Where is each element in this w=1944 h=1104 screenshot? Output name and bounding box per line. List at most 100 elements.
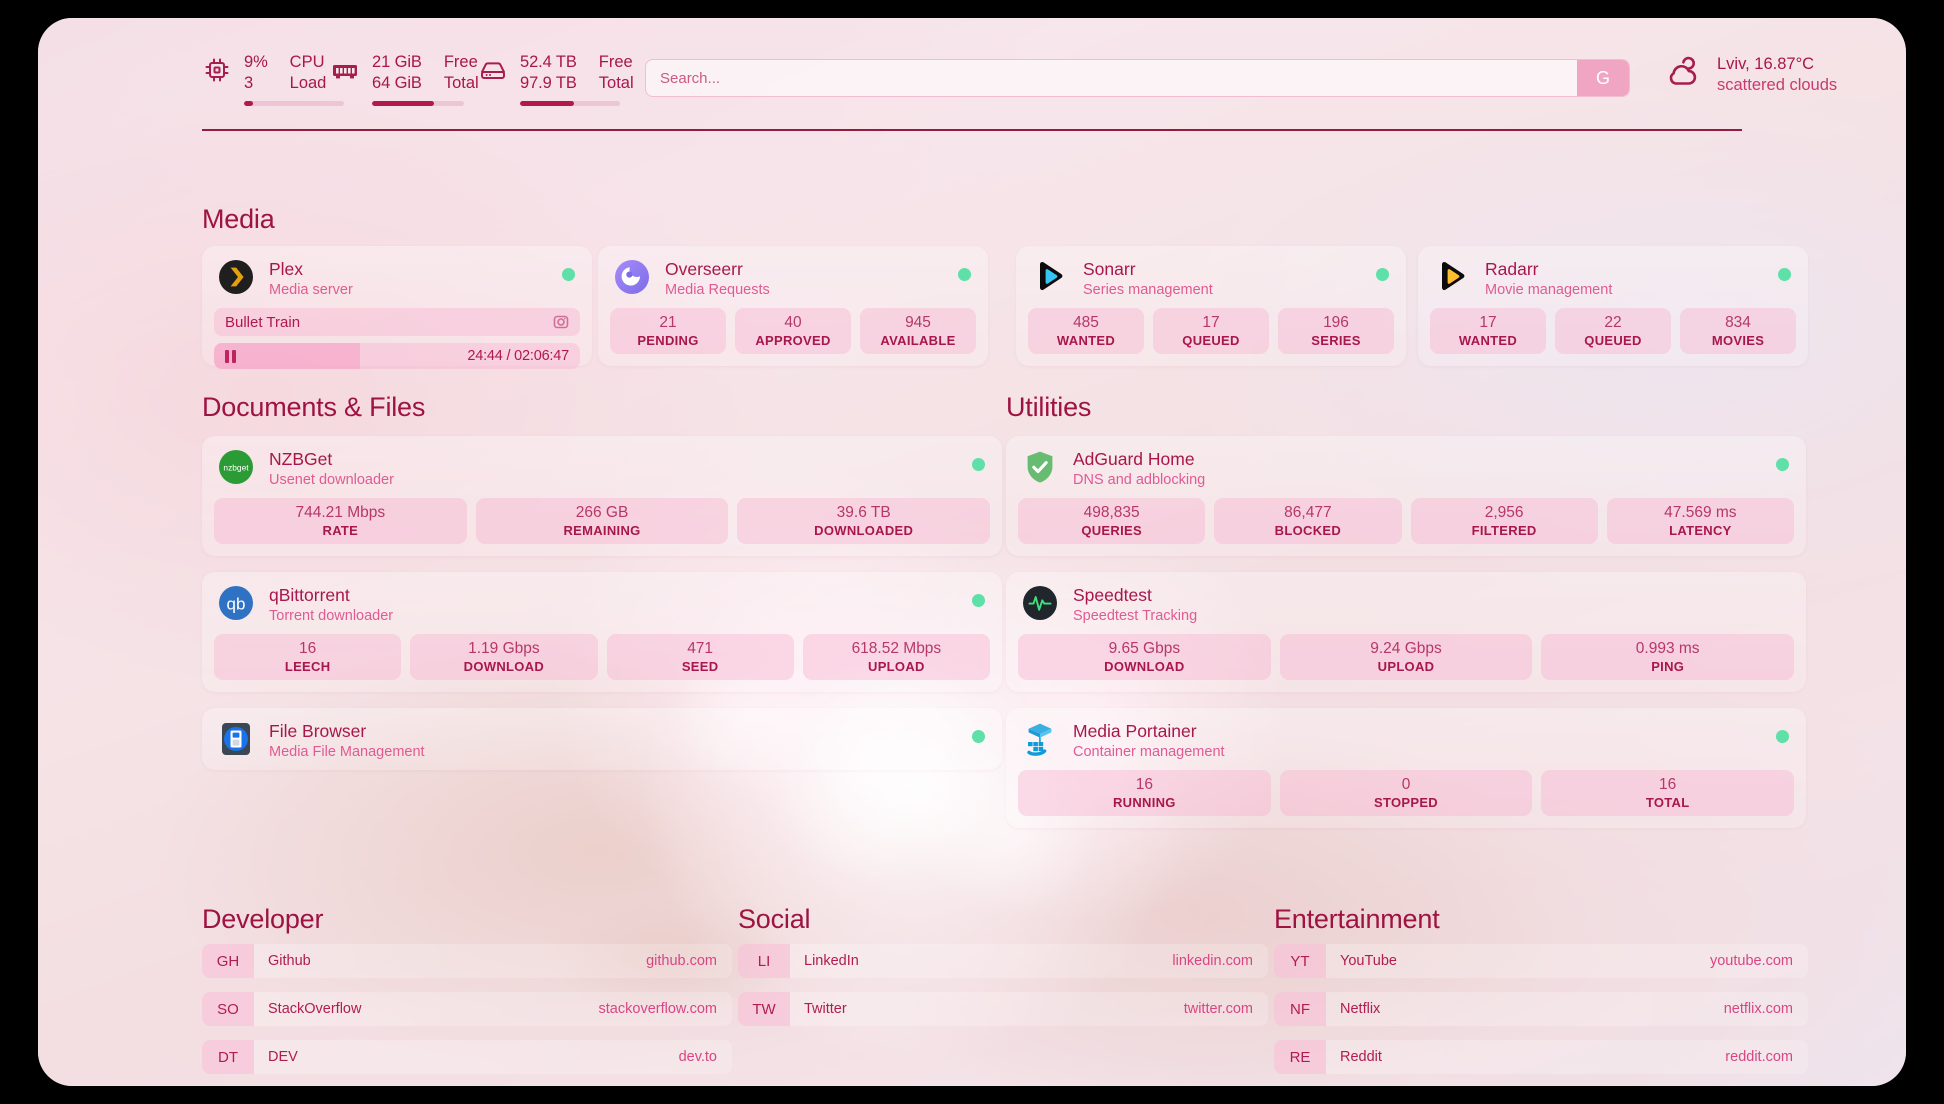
app-stat-value: 945 <box>905 314 931 331</box>
search-submit-button[interactable]: G <box>1577 60 1629 96</box>
system-stat-label-secondary: Total <box>443 74 479 92</box>
app-card-meta: Speedtest Speedtest Tracking <box>1073 584 1197 634</box>
app-stat[interactable]: 498,835 QUERIES <box>1018 498 1206 544</box>
app-stat-value: 21 <box>659 314 677 331</box>
nzbget-icon: nzbget <box>218 449 254 485</box>
app-stat[interactable]: 0.993 ms PING <box>1541 634 1795 680</box>
app-stat[interactable]: 17 WANTED <box>1430 308 1546 354</box>
app-stat[interactable]: 47.569 ms LATENCY <box>1606 498 1794 544</box>
bookmark-item[interactable]: TW Twitter twitter.com <box>738 992 1268 1026</box>
app-stat-value: 744.21 Mbps <box>295 504 386 521</box>
app-stat[interactable]: 485 WANTED <box>1028 308 1144 354</box>
bookmark-url: stackoverflow.com <box>598 1001 717 1017</box>
app-stat[interactable]: 618.52 Mbps UPLOAD <box>802 634 990 680</box>
system-stat-progress <box>244 101 344 106</box>
bookmark-abbreviation: YT <box>1290 952 1310 970</box>
app-stat-label: PENDING <box>637 333 699 348</box>
bookmark-item[interactable]: YT YouTube youtube.com <box>1274 944 1808 978</box>
status-badge <box>1778 268 1791 281</box>
app-stat-row: 21 PENDING 40 APPROVED 945 AVAILABLE <box>598 308 988 365</box>
app-card-nzbget[interactable]: nzbget NZBGet Usenet downloader 744.21 Mbps… <box>202 436 1002 556</box>
system-stat-rows: 21 GiB 64 GiB Free Total <box>372 52 479 94</box>
app-description: Speedtest Tracking <box>1073 608 1198 624</box>
disk-icon <box>478 55 508 85</box>
app-card-overseerr[interactable]: Overseerr Media Requests 21 PENDING 40 APPROV… <box>598 246 988 366</box>
app-stat[interactable]: 471 SEED <box>606 634 794 680</box>
system-stat-ram[interactable]: 21 GiB 64 GiB Free Total <box>330 52 479 106</box>
app-description: Usenet downloader <box>269 472 394 488</box>
app-stat[interactable]: 834 MOVIES <box>1680 308 1796 354</box>
app-stat[interactable]: 21 PENDING <box>610 308 726 354</box>
system-stat-labels: Free Total <box>444 52 479 94</box>
app-stat[interactable]: 1.19 Gbps DOWNLOAD <box>410 634 598 680</box>
app-stat[interactable]: 9.24 Gbps UPLOAD <box>1279 634 1533 680</box>
bookmark-url: linkedin.com <box>1172 953 1253 969</box>
bookmark-item[interactable]: RE Reddit reddit.com <box>1274 1040 1808 1074</box>
app-name: qBittorrent <box>269 585 350 605</box>
status-badge <box>1376 268 1389 281</box>
app-stat[interactable]: 2,956 FILTERED <box>1410 498 1598 544</box>
bookmark-name: StackOverflow <box>268 1001 362 1017</box>
app-stat-label: QUERIES <box>1081 523 1142 538</box>
app-stat-value: 2,956 <box>1484 504 1524 521</box>
app-card-media-portainer[interactable]: Media Portainer Container management 16 RUN… <box>1006 708 1806 828</box>
app-card-file-browser[interactable]: File Browser Media File Management <box>202 708 1002 770</box>
app-card-adguard-home[interactable]: AdGuard Home DNS and adblocking 498,835 QUE… <box>1006 436 1806 556</box>
bookmark-item[interactable]: GH Github github.com <box>202 944 732 978</box>
app-stat[interactable]: 17 QUEUED <box>1153 308 1269 354</box>
section-title-documents: Documents & Files <box>202 392 426 422</box>
app-stat-label: PING <box>1651 659 1685 674</box>
system-stat-labels: Free Total <box>599 52 634 94</box>
app-stat[interactable]: 196 SERIES <box>1278 308 1394 354</box>
app-stat[interactable]: 744.21 Mbps RATE <box>214 498 467 544</box>
weather-widget[interactable]: Lviv, 16.87°C scattered clouds <box>1663 54 1837 96</box>
overseerr-icon <box>614 259 650 295</box>
section-title-utilities: Utilities <box>1006 392 1092 422</box>
bookmark-url: youtube.com <box>1709 953 1793 969</box>
app-stat-row: 16 LEECH 1.19 Gbps DOWNLOAD 471 SEED 618.52 Mb… <box>202 634 1002 691</box>
app-card-radarr[interactable]: Radarr Movie management 17 WANTED 22 QUEUED 83… <box>1418 246 1808 366</box>
app-stat[interactable]: 16 TOTAL <box>1541 770 1795 816</box>
app-card-plex[interactable]: Plex Media server Bullet Train 24:44 / 02:0… <box>202 246 592 369</box>
app-stat-label: DOWNLOAD <box>463 659 545 674</box>
app-stat[interactable]: 40 APPROVED <box>735 308 851 354</box>
app-stat[interactable]: 9.65 Gbps DOWNLOAD <box>1018 634 1271 680</box>
app-card-meta: Radarr Movie management <box>1485 258 1612 308</box>
bookmark-item[interactable]: LI LinkedIn linkedin.com <box>738 944 1268 978</box>
app-stat[interactable]: 16 RUNNING <box>1018 770 1271 816</box>
cpu-icon <box>202 55 232 85</box>
app-description: Media Requests <box>665 282 770 298</box>
pause-icon[interactable] <box>225 349 236 363</box>
app-description: Media server <box>269 282 353 298</box>
app-stat-label: RATE <box>322 523 359 538</box>
app-card-qbittorrent[interactable]: qb qBittorrent Torrent downloader 16 LEECH 1.… <box>202 572 1002 692</box>
app-stat[interactable]: 22 QUEUED <box>1555 308 1671 354</box>
app-stat-value: 196 <box>1323 314 1349 331</box>
app-stat[interactable]: 945 AVAILABLE <box>860 308 976 354</box>
app-stat-row: 485 WANTED 17 QUEUED 196 SERIES <box>1016 308 1406 365</box>
app-stat-label: STOPPED <box>1374 795 1438 810</box>
bookmark-item[interactable]: DT DEV dev.to <box>202 1040 732 1074</box>
system-stat-disk[interactable]: 52.4 TB 97.9 TB Free Total <box>478 52 634 106</box>
app-stat[interactable]: 39.6 TB DOWNLOADED <box>737 498 991 544</box>
app-stat-row: 498,835 QUERIES 86,477 BLOCKED 2,956 FILTERED… <box>1006 498 1806 555</box>
media-player-progress-bar[interactable]: 24:44 / 02:06:47 <box>214 343 580 369</box>
system-stat-label-secondary: Load <box>289 74 327 92</box>
app-stat[interactable]: 0 STOPPED <box>1279 770 1533 816</box>
bookmark-item[interactable]: SO StackOverflow stackoverflow.com <box>202 992 732 1026</box>
app-stat[interactable]: 16 LEECH <box>214 634 402 680</box>
app-description: Series management <box>1083 282 1213 298</box>
app-stat-label: WANTED <box>1458 333 1518 348</box>
media-player-title-row[interactable]: Bullet Train <box>214 308 580 336</box>
app-stat[interactable]: 86,477 BLOCKED <box>1214 498 1402 544</box>
status-badge <box>1776 458 1789 471</box>
app-card-sonarr[interactable]: Sonarr Series management 485 WANTED 17 QUEUED… <box>1016 246 1406 366</box>
system-stat-cpu[interactable]: 9% 3 CPU Load <box>202 52 344 106</box>
app-stat-label: APPROVED <box>755 333 831 348</box>
app-card-header: qb qBittorrent Torrent downloader <box>202 572 1002 634</box>
app-card-speedtest[interactable]: Speedtest Speedtest Tracking 9.65 Gbps DOWN… <box>1006 572 1806 692</box>
app-stat[interactable]: 266 GB REMAINING <box>475 498 729 544</box>
search-input[interactable] <box>646 60 1577 96</box>
search-bar[interactable]: G <box>645 59 1630 97</box>
bookmark-item[interactable]: NF Netflix netflix.com <box>1274 992 1808 1026</box>
